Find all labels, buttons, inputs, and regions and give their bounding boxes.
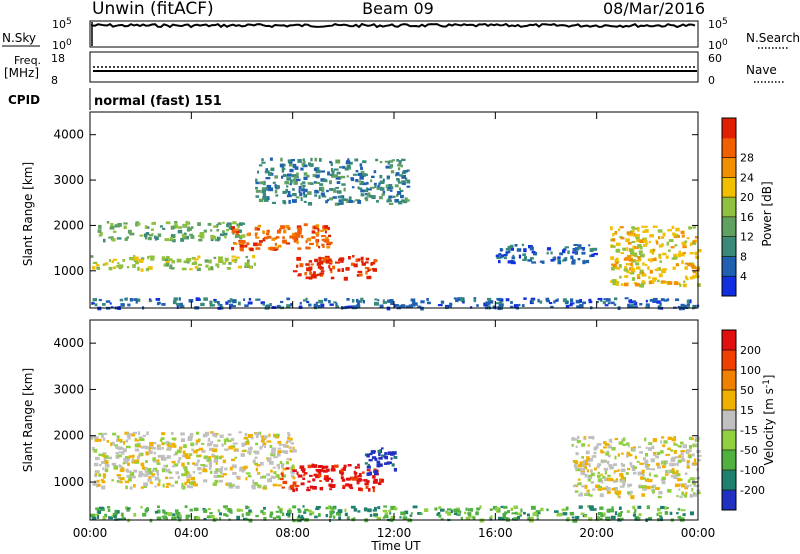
freq-label-1: Freq.: [14, 54, 41, 67]
region-upper-band: [97, 220, 246, 243]
colorbar-swatch: [722, 236, 736, 257]
nave-tick-0: 0: [708, 74, 715, 87]
noise-sky-line: [91, 22, 696, 29]
colorbar-tick-label: -15: [740, 424, 758, 437]
region-positive-streak: [364, 447, 398, 476]
colorbar-swatch: [722, 430, 736, 451]
region-noon-core: [292, 255, 378, 281]
x-tick-label: 04:00: [174, 526, 209, 540]
colorbar-tick-label: -100: [740, 464, 765, 477]
colorbar-tick-label: 12: [740, 231, 754, 244]
region-evening-sporadic: [495, 243, 598, 265]
colorbar-swatch: [722, 370, 736, 391]
colorbar-swatch: [722, 197, 736, 218]
velocity-colorbar: 200 100 50 15 -15 -50 -100 -200: [721, 329, 765, 511]
velocity-panel: Slant Range [km] 1000 2000 3000 4000 200 100…: [21, 319, 776, 523]
colorbar-swatch: [722, 118, 736, 139]
y-tick-label: 2000: [53, 218, 84, 232]
colorbar-swatch: [722, 470, 736, 491]
noise-tick-bottom-left: 100: [52, 38, 72, 52]
cpid-label: CPID: [8, 93, 40, 107]
y-tick-label: 3000: [53, 382, 84, 396]
colorbar-swatch: [722, 216, 736, 238]
colorbar-tick-label: 15: [740, 404, 754, 417]
x-tick-label: 20:00: [579, 526, 614, 540]
power-plot-frame: [89, 111, 699, 309]
x-tick-label: 08:00: [275, 526, 310, 540]
region-main-band-day: [90, 255, 256, 272]
freq-tick-18: 18: [51, 52, 65, 65]
region-ground-scatter-bands: [90, 431, 297, 491]
noise-left-label: N.Sky: [2, 31, 36, 45]
beam-title: Beam 09: [362, 0, 434, 18]
region-strong-arc: [231, 223, 333, 252]
power-cells: [90, 157, 702, 311]
colorbar-swatch: [722, 390, 736, 411]
colorbar-swatch: [722, 137, 736, 159]
x-tick-label: 00:00: [73, 526, 108, 540]
colorbar-swatch: [722, 490, 736, 511]
noise-panel: N.Sky 105 100 105 100 N.Search: [2, 17, 800, 52]
x-tick-label: 16:00: [478, 526, 513, 540]
colorbar-swatch: [722, 450, 736, 471]
region-scattered-high: [255, 157, 411, 206]
colorbar-swatch: [722, 276, 736, 297]
y-tick-label: 4000: [53, 128, 84, 142]
power-colorbar-label: Power [dB]: [760, 181, 774, 246]
region-noon-negative-core: [280, 463, 384, 493]
station-title: Unwin (fitACF): [92, 0, 214, 19]
nave-label: Nave: [746, 63, 777, 77]
colorbar-tick-label: 16: [740, 211, 754, 224]
power-colorbar: 4 8 12 16 20 24 28: [721, 117, 754, 297]
noise-tick-top-left: 105: [52, 17, 72, 31]
y-tick-label: 4000: [53, 336, 84, 350]
x-tick-label: 00:00: [681, 526, 716, 540]
colorbar-tick-label: 24: [740, 171, 754, 184]
power-y-label: Slant Range [km]: [21, 162, 35, 266]
y-tick-label: 2000: [53, 429, 84, 443]
power-panel: Slant Range [km] 1000 2000 3000 4000 4 8 12 16…: [21, 111, 774, 311]
colorbar-tick-label: 8: [740, 250, 747, 263]
colorbar-swatch: [722, 157, 736, 178]
freq-label-2: [MHz]: [4, 66, 39, 80]
colorbar-tick-label: -50: [740, 444, 758, 457]
colorbar-swatch: [722, 350, 736, 371]
colorbar-tick-label: -200: [740, 484, 765, 497]
y-tick-label: 1000: [53, 475, 84, 489]
colorbar-tick-label: 20: [740, 191, 754, 204]
noise-tick-bottom-right: 100: [708, 38, 728, 52]
x-axis: 00:00 04:00 08:00 12:00 16:00 20:00 00:00: [73, 112, 716, 540]
colorbar-swatch: [722, 330, 736, 351]
velocity-y-label: Slant Range [km]: [21, 368, 35, 472]
colorbar-tick-label: 50: [740, 384, 754, 397]
noise-right-label: N.Search: [746, 31, 800, 45]
cpid-value: normal (fast) 151: [94, 94, 222, 109]
date-title: 08/Mar/2016: [603, 0, 705, 18]
freq-tick-8: 8: [51, 74, 58, 87]
colorbar-tick-label: 4: [740, 270, 747, 283]
colorbar-swatch: [722, 410, 736, 431]
noise-tick-top-right: 105: [708, 17, 728, 31]
region-late-band: [610, 225, 702, 288]
velocity-colorbar-label: Velocity [m s-1]: [762, 375, 776, 466]
x-tick-label: 12:00: [377, 526, 412, 540]
y-tick-label: 3000: [53, 173, 84, 187]
colorbar-swatch: [722, 177, 736, 198]
colorbar-swatch: [722, 256, 736, 277]
colorbar-tick-label: 200: [740, 344, 761, 357]
x-axis-label: Time UT: [370, 539, 421, 553]
freq-panel: Freq. [MHz] 18 8 60 0 Nave: [4, 51, 784, 87]
region-late-ground-scatter: [571, 435, 702, 500]
colorbar-tick-label: 28: [740, 152, 754, 165]
colorbar-tick-label: 100: [740, 364, 761, 377]
nave-tick-60: 60: [708, 52, 722, 65]
y-tick-label: 1000: [53, 264, 84, 278]
